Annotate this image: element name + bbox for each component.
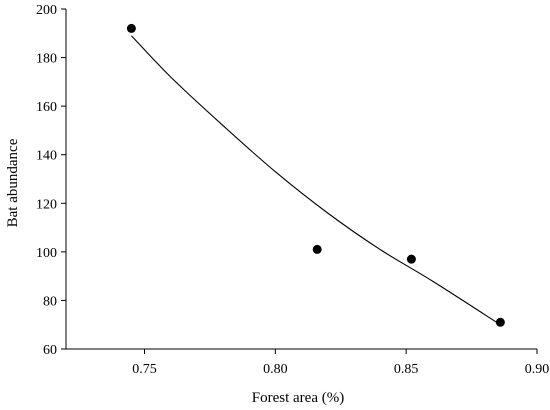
fit-curve-group (131, 35, 501, 326)
points-group (126, 23, 505, 327)
data-point (495, 317, 505, 327)
x-tick-label: 0.75 (132, 362, 157, 377)
y-tick-label: 180 (36, 52, 57, 67)
axes (65, 9, 537, 350)
data-point (312, 244, 322, 254)
y-tick-label: 160 (36, 100, 57, 115)
fit-curve (131, 35, 501, 326)
x-tick-label: 0.85 (394, 362, 419, 377)
data-point (406, 254, 416, 264)
y-axis-title: Bat abundance (5, 138, 21, 227)
x-axis-title: Forest area (%) (252, 390, 344, 406)
x-tick-label: 0.80 (263, 362, 288, 377)
y-tick-label: 80 (43, 294, 57, 309)
ticks: 60 80 100 120 140 160 180 200 0.75 0.80 0.85 0.90 (36, 3, 549, 377)
y-tick-label: 200 (36, 3, 57, 18)
y-tick-label: 140 (36, 149, 57, 164)
data-point (126, 23, 136, 33)
y-tick-label: 120 (36, 197, 57, 212)
x-tick-label: 0.90 (525, 362, 550, 377)
y-tick-label: 60 (43, 343, 57, 358)
y-tick-label: 100 (36, 246, 57, 261)
